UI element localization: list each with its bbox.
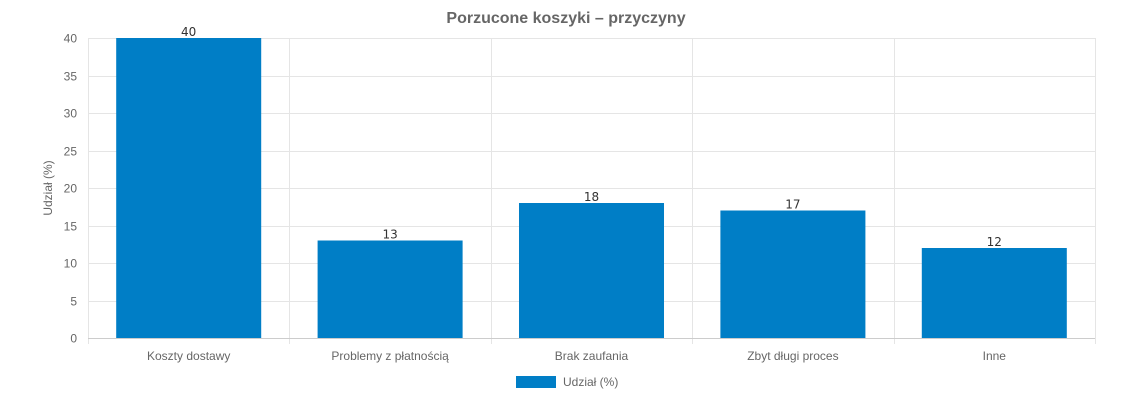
- x-tick-label: Zbyt długi proces: [747, 349, 838, 363]
- legend-label: Udział (%): [563, 375, 618, 389]
- bar-value-label: 13: [382, 228, 397, 242]
- y-tick-label: 30: [64, 107, 78, 121]
- labels: 0 5 10 15 20 25 30 35 40 40 Koszty dostawy 13 Proble…: [64, 25, 1007, 363]
- bar-value-label: 17: [785, 198, 800, 212]
- bar[interactable]: [921, 248, 1067, 338]
- bar[interactable]: [317, 240, 463, 339]
- y-tick-label: 0: [70, 332, 77, 346]
- bar-value-label: 18: [584, 190, 599, 204]
- bar-value-label: 40: [181, 25, 196, 39]
- bar[interactable]: [518, 203, 665, 338]
- x-tick-label: Inne: [983, 349, 1007, 363]
- bars: [116, 38, 1067, 338]
- bar[interactable]: [116, 38, 262, 338]
- bar-value-label: 12: [987, 235, 1002, 249]
- y-tick-label: 40: [64, 32, 78, 46]
- x-tick-label: Brak zaufania: [555, 349, 629, 363]
- y-tick-label: 35: [64, 70, 78, 84]
- x-tick-label: Problemy z płatnością: [331, 349, 449, 363]
- y-tick-label: 20: [64, 182, 78, 196]
- y-axis-title: Udział (%): [41, 160, 55, 215]
- y-tick-label: 15: [64, 220, 78, 234]
- bar[interactable]: [720, 210, 866, 339]
- legend-swatch: [516, 376, 556, 388]
- chart-title: Porzucone koszyki – przyczyny: [446, 10, 685, 27]
- y-tick-label: 25: [64, 145, 78, 159]
- x-tick-label: Koszty dostawy: [147, 349, 230, 363]
- y-tick-label: 10: [64, 257, 78, 271]
- y-tick-label: 5: [70, 295, 77, 309]
- legend[interactable]: Udział (%): [516, 375, 618, 389]
